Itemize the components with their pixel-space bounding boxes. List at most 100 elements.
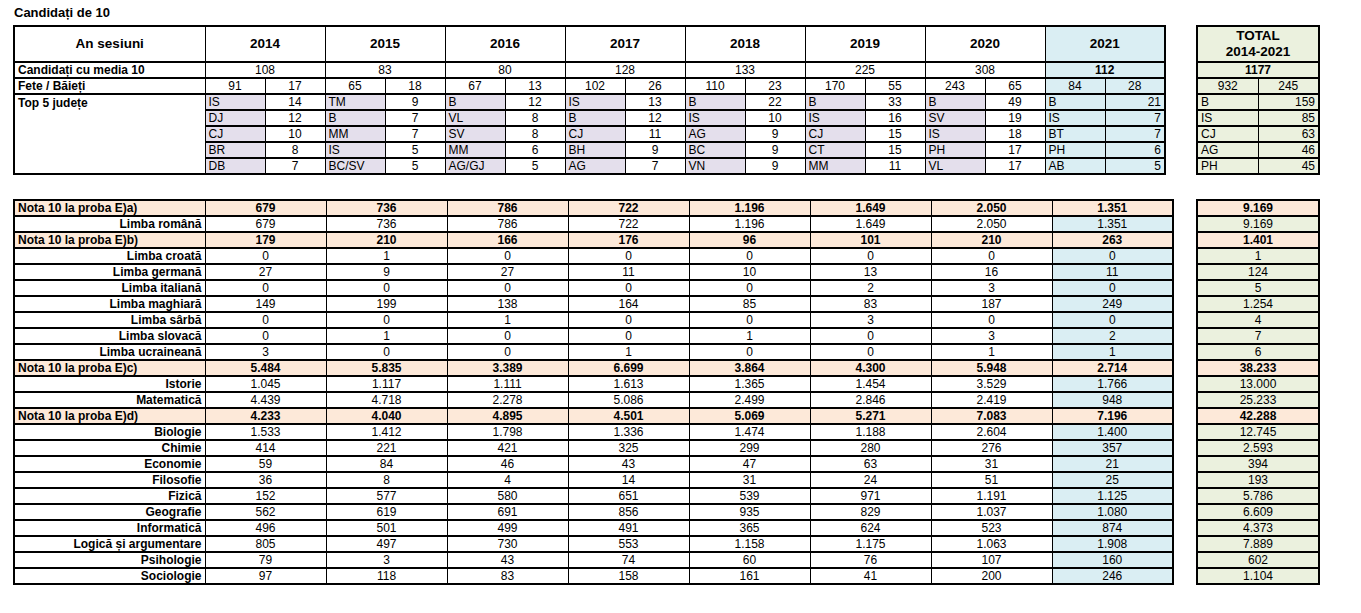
detail-value-cell[interactable]: 501 [326, 520, 447, 536]
detail-value-cell[interactable]: 3 [810, 312, 931, 328]
detail-value-cell[interactable]: 5.271 [810, 408, 931, 424]
detail-value-cell[interactable]: 1 [689, 328, 810, 344]
detail-value-cell[interactable]: 1.351 [1052, 216, 1173, 232]
detail-value-cell[interactable]: 118 [326, 568, 447, 584]
detail-total-cell[interactable]: 13.000 [1197, 376, 1319, 392]
county-value-cell[interactable]: 9 [625, 142, 685, 158]
county-value-cell[interactable]: 7 [385, 126, 445, 142]
detail-value-cell[interactable]: 263 [1052, 232, 1173, 248]
detail-total-cell[interactable]: 9.169 [1197, 200, 1319, 216]
detail-value-cell[interactable]: 325 [568, 440, 689, 456]
county-code-cell[interactable]: PH [1045, 142, 1105, 158]
detail-value-cell[interactable]: 2.714 [1052, 360, 1173, 376]
county-value-cell[interactable]: 33 [865, 94, 925, 110]
detail-row-label[interactable]: Filosofie [14, 472, 205, 488]
county-value-cell[interactable]: 18 [985, 126, 1045, 142]
detail-value-cell[interactable]: 624 [810, 520, 931, 536]
county-value-cell[interactable]: 8 [505, 110, 565, 126]
detail-value-cell[interactable]: 210 [326, 232, 447, 248]
county-code-cell[interactable]: B [805, 94, 865, 110]
detail-value-cell[interactable]: 199 [326, 296, 447, 312]
detail-value-cell[interactable]: 83 [810, 296, 931, 312]
girls-count-2014[interactable]: 91 [205, 78, 265, 94]
county-code-cell[interactable]: AG [565, 158, 625, 174]
detail-value-cell[interactable]: 60 [689, 552, 810, 568]
detail-value-cell[interactable]: 3.389 [447, 360, 568, 376]
county-value-cell[interactable]: 9 [385, 94, 445, 110]
county-value-cell[interactable]: 85 [1258, 110, 1319, 126]
county-code-cell[interactable]: IS [925, 126, 985, 142]
detail-value-cell[interactable]: 3 [326, 552, 447, 568]
detail-row-label[interactable]: Nota 10 la proba E)d) [14, 408, 205, 424]
county-value-cell[interactable]: 159 [1258, 94, 1319, 110]
detail-value-cell[interactable]: 0 [205, 248, 326, 264]
detail-value-cell[interactable]: 2.419 [931, 392, 1052, 408]
county-code-cell[interactable]: VL [445, 110, 505, 126]
detail-row-label[interactable]: Economie [14, 456, 205, 472]
detail-value-cell[interactable]: 1.365 [689, 376, 810, 392]
county-code-cell[interactable]: VN [685, 158, 745, 174]
detail-value-cell[interactable]: 4.300 [810, 360, 931, 376]
detail-value-cell[interactable]: 0 [447, 328, 568, 344]
detail-row-label[interactable]: Nota 10 la proba E)a) [14, 200, 205, 216]
county-value-cell[interactable]: 9 [745, 126, 805, 142]
detail-value-cell[interactable]: 0 [810, 328, 931, 344]
county-value-cell[interactable]: 5 [505, 158, 565, 174]
detail-value-cell[interactable]: 51 [931, 472, 1052, 488]
county-value-cell[interactable]: 45 [1258, 158, 1319, 174]
detail-total-cell[interactable]: 7 [1197, 328, 1319, 344]
detail-value-cell[interactable]: 138 [447, 296, 568, 312]
detail-value-cell[interactable]: 276 [931, 440, 1052, 456]
row-label-top-5-judete[interactable]: Top 5 județe [14, 94, 205, 174]
detail-value-cell[interactable]: 299 [689, 440, 810, 456]
county-code-cell[interactable]: BC/SV [325, 158, 385, 174]
detail-value-cell[interactable]: 0 [568, 328, 689, 344]
detail-value-cell[interactable]: 0 [568, 280, 689, 296]
detail-value-cell[interactable]: 149 [205, 296, 326, 312]
detail-value-cell[interactable]: 577 [326, 488, 447, 504]
county-code-cell[interactable]: CT [805, 142, 865, 158]
media-value-2016[interactable]: 80 [445, 62, 565, 78]
detail-value-cell[interactable]: 200 [931, 568, 1052, 584]
detail-value-cell[interactable]: 59 [205, 456, 326, 472]
detail-value-cell[interactable]: 4.439 [205, 392, 326, 408]
detail-value-cell[interactable]: 786 [447, 216, 568, 232]
county-code-cell[interactable]: B [565, 110, 625, 126]
year-header-2014[interactable]: 2014 [205, 26, 325, 62]
media-value-2015[interactable]: 83 [325, 62, 445, 78]
detail-value-cell[interactable]: 2 [810, 280, 931, 296]
detail-value-cell[interactable]: 651 [568, 488, 689, 504]
detail-value-cell[interactable]: 553 [568, 536, 689, 552]
girls-count-2019[interactable]: 170 [805, 78, 865, 94]
boys-count-2017[interactable]: 26 [625, 78, 685, 94]
detail-value-cell[interactable]: 1.613 [568, 376, 689, 392]
detail-value-cell[interactable]: 971 [810, 488, 931, 504]
county-code-cell[interactable]: AB [1045, 158, 1105, 174]
media-value-2014[interactable]: 108 [205, 62, 325, 78]
detail-value-cell[interactable]: 249 [1052, 296, 1173, 312]
detail-total-cell[interactable]: 5.786 [1197, 488, 1319, 504]
media-value-2019[interactable]: 225 [805, 62, 925, 78]
county-value-cell[interactable]: 13 [625, 94, 685, 110]
detail-value-cell[interactable]: 21 [1052, 456, 1173, 472]
detail-value-cell[interactable]: 580 [447, 488, 568, 504]
county-value-cell[interactable]: 11 [625, 126, 685, 142]
county-code-cell[interactable]: MM [445, 142, 505, 158]
detail-row-label[interactable]: Nota 10 la proba E)b) [14, 232, 205, 248]
detail-value-cell[interactable]: 1.533 [205, 424, 326, 440]
county-code-cell[interactable]: MM [325, 126, 385, 142]
total-header-cell[interactable]: TOTAL2014-2021 [1197, 26, 1319, 62]
detail-value-cell[interactable]: 27 [447, 264, 568, 280]
detail-value-cell[interactable]: 11 [1052, 264, 1173, 280]
detail-value-cell[interactable]: 2 [1052, 328, 1173, 344]
detail-value-cell[interactable]: 14 [568, 472, 689, 488]
detail-value-cell[interactable]: 1.037 [931, 504, 1052, 520]
detail-total-cell[interactable]: 25.233 [1197, 392, 1319, 408]
detail-value-cell[interactable]: 83 [447, 568, 568, 584]
boys-count-2020[interactable]: 65 [985, 78, 1045, 94]
detail-value-cell[interactable]: 3 [931, 328, 1052, 344]
detail-value-cell[interactable]: 1 [326, 328, 447, 344]
detail-value-cell[interactable]: 107 [931, 552, 1052, 568]
detail-value-cell[interactable]: 76 [810, 552, 931, 568]
detail-value-cell[interactable]: 736 [326, 216, 447, 232]
